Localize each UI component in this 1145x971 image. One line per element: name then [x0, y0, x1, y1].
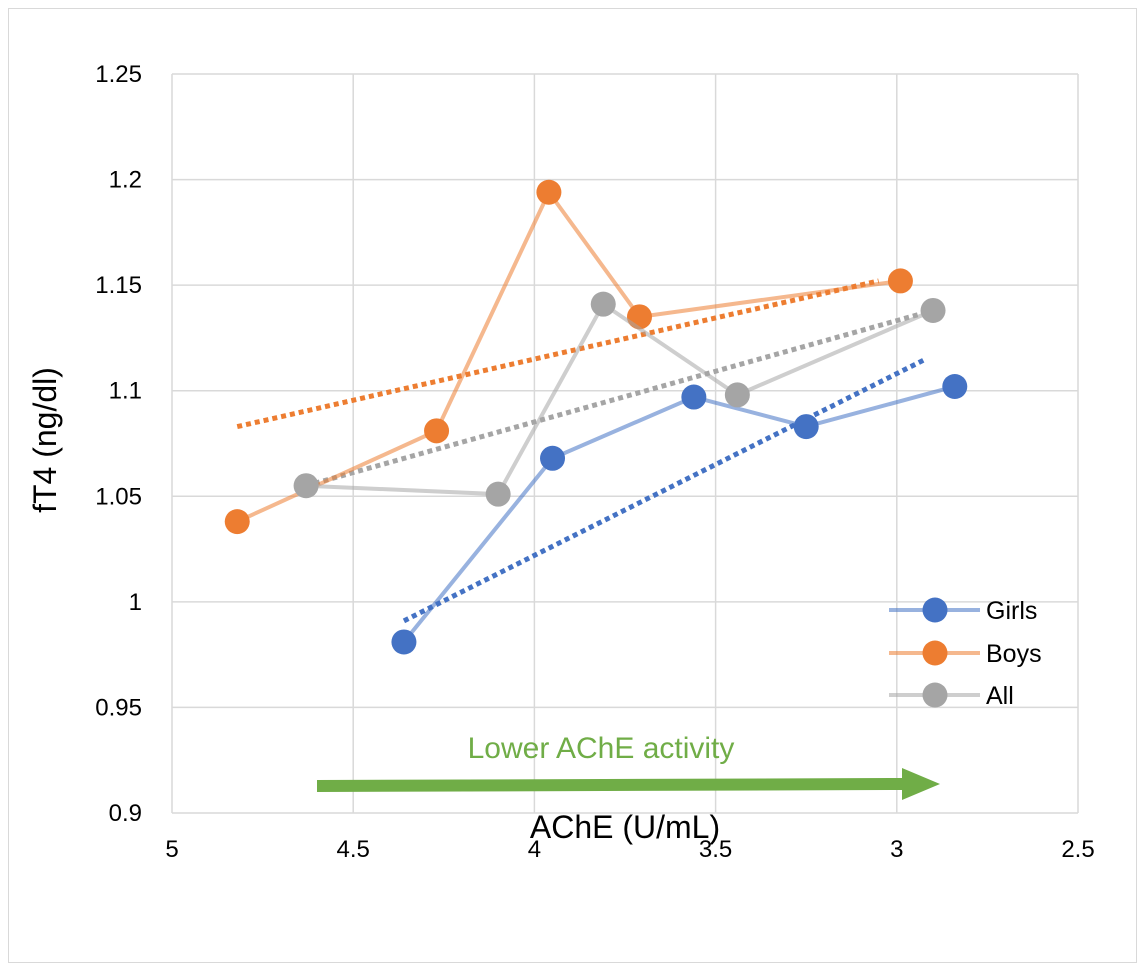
series-line	[402, 384, 956, 644]
y-tick-labels: 0.9 0.95 1 1.05 1.1 1.15 1.2 1.25	[95, 61, 142, 827]
x-tick-label: 2.5	[1061, 836, 1094, 863]
data-point	[391, 629, 417, 655]
x-tick-label: 3	[890, 836, 903, 863]
trendline-boys	[236, 278, 880, 430]
data-point	[224, 509, 250, 535]
legend-label: All	[986, 682, 1014, 710]
series-line	[236, 188, 901, 524]
x-tick-label: 4.5	[337, 836, 370, 863]
legend-marker	[922, 597, 948, 623]
legend-marker	[922, 682, 948, 708]
data-point	[540, 445, 566, 471]
data-point	[724, 382, 750, 408]
trendline-all	[305, 308, 934, 489]
x-tick-label: 5	[165, 836, 178, 863]
data-point	[293, 473, 319, 499]
y-tick-label: 1	[129, 589, 142, 616]
trendlines	[236, 278, 934, 624]
x-tick-labels: 5 4.5 4 3.5 3 2.5	[165, 836, 1094, 863]
y-axis-title: fT4 (ng/dl)	[27, 367, 63, 513]
data-point	[920, 297, 946, 323]
x-tick-label: 4	[528, 836, 541, 863]
data-point	[424, 418, 450, 444]
y-tick-label: 1.25	[95, 61, 142, 88]
chart-frame	[8, 8, 1137, 963]
y-tick-label: 1.15	[95, 272, 142, 299]
annotation-arrow	[317, 768, 940, 800]
y-tick-label: 0.9	[109, 800, 142, 827]
trendline-girls	[402, 356, 927, 624]
annotation-text: Lower AChE activity	[468, 732, 735, 765]
data-point	[681, 384, 707, 410]
legend-item-girls: Girls	[889, 597, 1037, 625]
data-point	[536, 179, 562, 205]
data-point	[793, 414, 819, 440]
x-tick-label: 3.5	[699, 836, 732, 863]
series-boys	[224, 179, 913, 535]
legend: Girls Boys All	[889, 597, 1042, 710]
data-point	[887, 268, 913, 294]
data-point	[942, 373, 968, 399]
y-tick-label: 1.05	[95, 483, 142, 510]
legend-item-boys: Boys	[889, 640, 1042, 668]
annotation: Lower AChE activity	[317, 732, 940, 800]
grid-lines	[171, 73, 1079, 814]
data-point	[590, 291, 616, 317]
x-axis-title: AChE (U/mL)	[530, 809, 720, 845]
data-point	[626, 304, 652, 330]
y-tick-label: 0.95	[95, 694, 142, 721]
legend-label: Boys	[986, 640, 1042, 668]
y-tick-label: 1.1	[109, 378, 142, 405]
legend-item-all: All	[889, 682, 1014, 710]
series-all	[293, 291, 946, 507]
series-girls	[391, 373, 968, 655]
legend-marker	[922, 640, 948, 666]
data-point	[485, 481, 511, 507]
legend-label: Girls	[986, 597, 1037, 625]
y-tick-label: 1.2	[109, 167, 142, 194]
series-group	[224, 179, 968, 655]
